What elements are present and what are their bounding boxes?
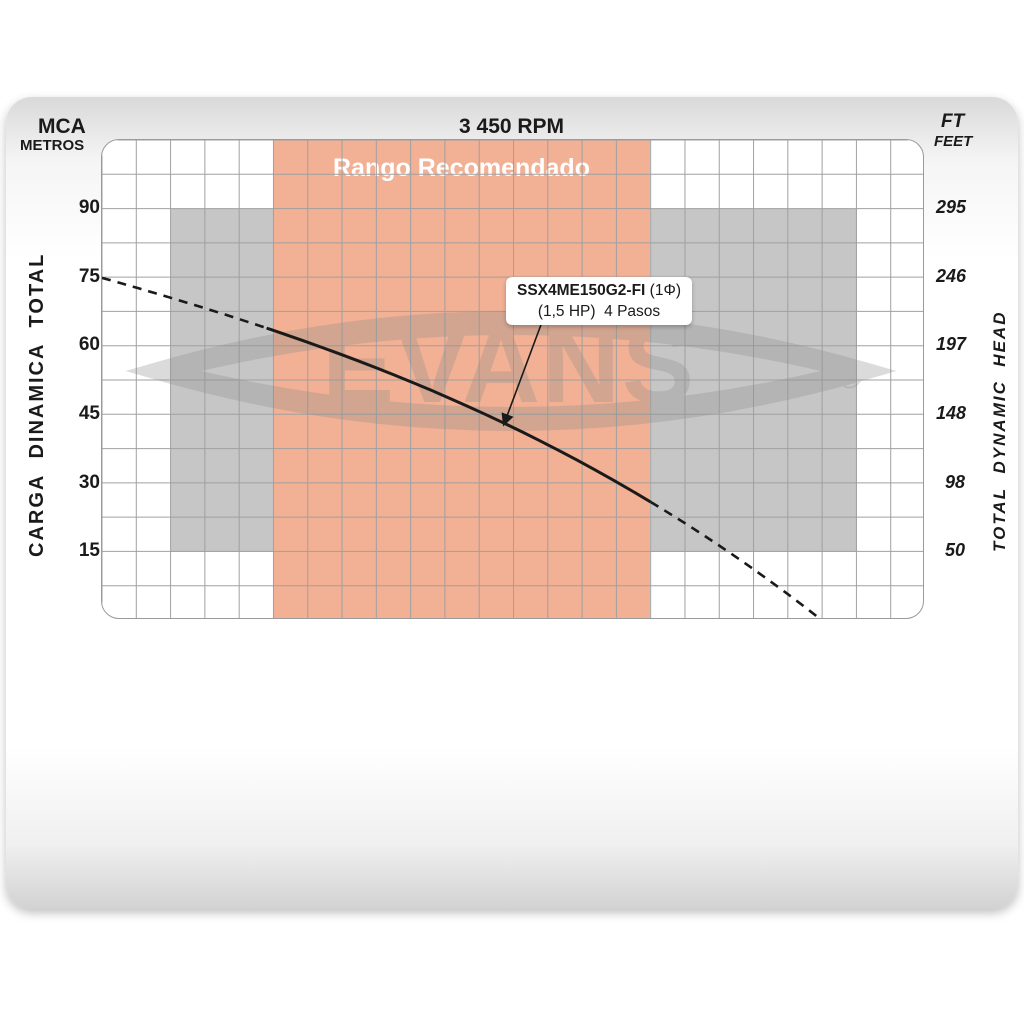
svg-text:®: ® xyxy=(837,358,862,396)
